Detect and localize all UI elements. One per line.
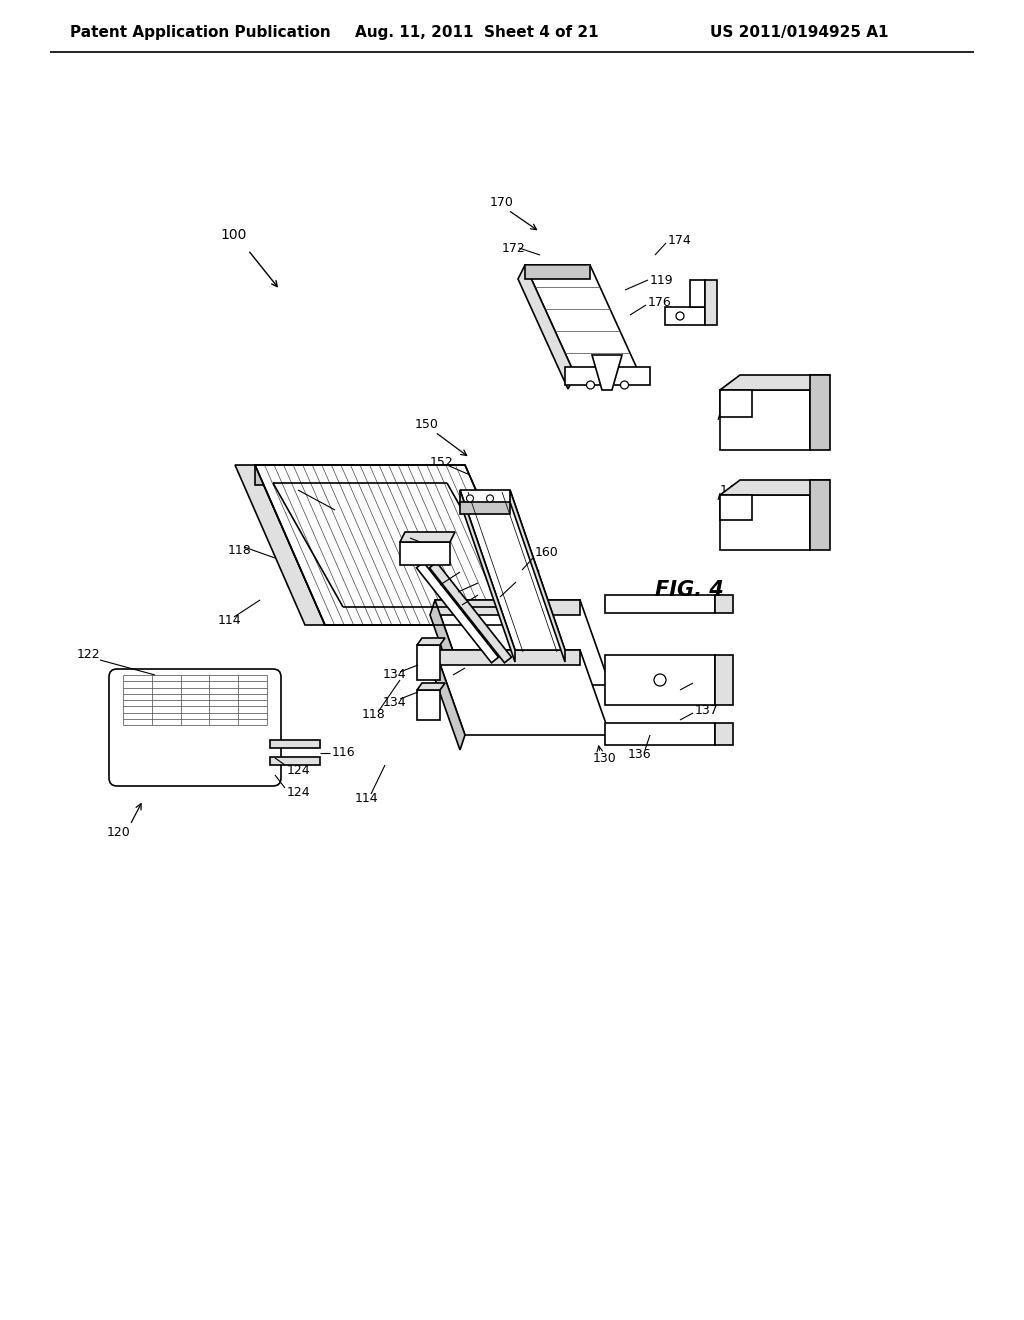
Polygon shape bbox=[592, 355, 622, 389]
Text: 137: 137 bbox=[695, 673, 719, 686]
Text: 124: 124 bbox=[287, 785, 310, 799]
Polygon shape bbox=[270, 741, 319, 748]
Text: 114: 114 bbox=[355, 792, 379, 804]
Polygon shape bbox=[810, 480, 830, 550]
Text: Patent Application Publication: Patent Application Publication bbox=[70, 25, 331, 41]
Polygon shape bbox=[525, 265, 640, 375]
Polygon shape bbox=[720, 389, 752, 417]
Polygon shape bbox=[270, 756, 319, 764]
Text: 174: 174 bbox=[668, 234, 692, 247]
Text: US 2011/0194925 A1: US 2011/0194925 A1 bbox=[710, 25, 889, 41]
Text: 122: 122 bbox=[77, 648, 100, 661]
Circle shape bbox=[467, 495, 473, 502]
Text: 150: 150 bbox=[415, 418, 439, 432]
Text: 154: 154 bbox=[462, 561, 485, 574]
Circle shape bbox=[587, 381, 595, 389]
Polygon shape bbox=[430, 601, 465, 700]
Polygon shape bbox=[417, 645, 440, 680]
Text: 156: 156 bbox=[480, 573, 504, 586]
Text: 137: 137 bbox=[695, 704, 719, 717]
Polygon shape bbox=[510, 490, 565, 663]
Polygon shape bbox=[720, 495, 810, 550]
Polygon shape bbox=[705, 280, 717, 325]
Polygon shape bbox=[460, 502, 510, 513]
Polygon shape bbox=[518, 265, 575, 389]
Text: 119: 119 bbox=[650, 273, 674, 286]
Polygon shape bbox=[400, 532, 455, 543]
Polygon shape bbox=[430, 649, 465, 750]
Text: FIG. 4: FIG. 4 bbox=[655, 579, 724, 601]
Circle shape bbox=[676, 312, 684, 319]
Text: 136: 136 bbox=[628, 748, 651, 762]
Text: 100: 100 bbox=[220, 228, 247, 242]
Circle shape bbox=[654, 675, 666, 686]
Polygon shape bbox=[400, 543, 450, 565]
Polygon shape bbox=[255, 465, 535, 624]
Text: 118: 118 bbox=[228, 544, 252, 557]
Text: 170: 170 bbox=[490, 195, 514, 209]
Text: 114: 114 bbox=[218, 614, 242, 627]
Polygon shape bbox=[690, 280, 705, 308]
Polygon shape bbox=[417, 638, 445, 645]
Text: 162: 162 bbox=[393, 533, 417, 546]
Text: 176: 176 bbox=[648, 296, 672, 309]
Polygon shape bbox=[720, 480, 830, 495]
Polygon shape bbox=[565, 367, 650, 385]
Text: 130: 130 bbox=[593, 751, 616, 764]
Polygon shape bbox=[429, 562, 512, 663]
Polygon shape bbox=[417, 562, 499, 663]
Polygon shape bbox=[720, 375, 830, 389]
Circle shape bbox=[486, 495, 494, 502]
Polygon shape bbox=[715, 723, 733, 744]
Polygon shape bbox=[605, 723, 715, 744]
Text: 132: 132 bbox=[518, 569, 542, 582]
Polygon shape bbox=[665, 308, 705, 325]
Polygon shape bbox=[605, 595, 715, 612]
Text: 134: 134 bbox=[383, 697, 407, 710]
Text: 120: 120 bbox=[106, 825, 131, 838]
Polygon shape bbox=[715, 655, 733, 705]
Polygon shape bbox=[435, 601, 580, 615]
Text: 152: 152 bbox=[430, 455, 454, 469]
Polygon shape bbox=[720, 495, 752, 520]
Polygon shape bbox=[810, 375, 830, 450]
Polygon shape bbox=[435, 649, 610, 735]
Polygon shape bbox=[417, 690, 440, 719]
Polygon shape bbox=[605, 655, 715, 705]
Text: 110: 110 bbox=[282, 483, 306, 496]
Polygon shape bbox=[525, 265, 590, 279]
Polygon shape bbox=[715, 595, 733, 612]
FancyBboxPatch shape bbox=[109, 669, 281, 785]
Polygon shape bbox=[720, 389, 810, 450]
Text: 154: 154 bbox=[480, 586, 504, 598]
Polygon shape bbox=[460, 490, 565, 649]
Polygon shape bbox=[417, 682, 445, 690]
Text: 118: 118 bbox=[362, 709, 386, 722]
Polygon shape bbox=[460, 490, 515, 663]
Text: 142: 142 bbox=[720, 404, 743, 417]
Polygon shape bbox=[435, 601, 610, 685]
Polygon shape bbox=[234, 465, 325, 624]
Polygon shape bbox=[325, 605, 535, 624]
Polygon shape bbox=[435, 649, 580, 665]
Text: 134: 134 bbox=[383, 668, 407, 681]
Text: 142: 142 bbox=[720, 483, 743, 496]
Polygon shape bbox=[255, 465, 465, 484]
Text: 124: 124 bbox=[287, 763, 310, 776]
Text: Aug. 11, 2011  Sheet 4 of 21: Aug. 11, 2011 Sheet 4 of 21 bbox=[355, 25, 599, 41]
Circle shape bbox=[621, 381, 629, 389]
Text: 132: 132 bbox=[467, 656, 490, 668]
Text: 160: 160 bbox=[535, 545, 559, 558]
Text: 172: 172 bbox=[502, 242, 525, 255]
Text: 116: 116 bbox=[332, 746, 355, 759]
